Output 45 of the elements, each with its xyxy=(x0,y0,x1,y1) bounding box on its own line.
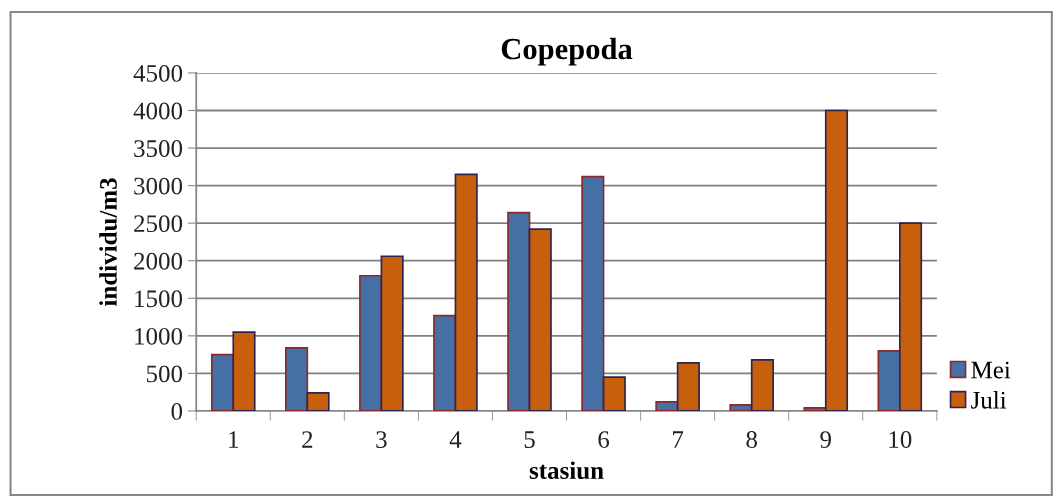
y-axis-title: individu/m3 xyxy=(99,178,117,306)
bar xyxy=(581,175,605,411)
x-tick-label: 4 xyxy=(449,431,462,448)
y-tick-label: 2000 xyxy=(134,252,183,270)
legend-label: Juli xyxy=(971,391,1007,409)
bar xyxy=(433,314,457,411)
bar xyxy=(898,222,923,411)
y-tick-label: 1000 xyxy=(135,327,183,345)
bar xyxy=(306,392,330,411)
x-tick-label: 6 xyxy=(598,431,610,448)
bar xyxy=(359,274,383,411)
y-tick-label: 4000 xyxy=(133,102,183,120)
bar xyxy=(803,407,827,411)
bar xyxy=(454,173,478,411)
x-tick-label: 1 xyxy=(229,431,239,448)
y-tick-label: 0 xyxy=(171,403,183,420)
x-tick-label: 2 xyxy=(302,431,313,448)
x-tick-label: 10 xyxy=(889,431,912,448)
bar xyxy=(655,401,679,411)
y-tick-label: 2500 xyxy=(134,215,183,233)
bar xyxy=(824,109,849,411)
y-tick-label: 1500 xyxy=(135,290,183,308)
x-tick-label: 7 xyxy=(673,431,684,448)
bar xyxy=(528,228,552,411)
bar xyxy=(750,359,775,411)
chart-title: Copepoda xyxy=(501,37,633,66)
y-tick-label: 500 xyxy=(146,365,183,383)
x-axis-title: stasiun xyxy=(529,461,604,480)
x-tick-label: 9 xyxy=(820,431,831,448)
x-tick-label: 3 xyxy=(376,431,387,448)
x-tick-label: 5 xyxy=(524,431,535,448)
bar xyxy=(676,362,700,411)
bar xyxy=(210,353,235,411)
bar xyxy=(232,331,256,411)
bar xyxy=(729,404,753,411)
bar xyxy=(285,347,309,411)
y-tick-label: 4500 xyxy=(133,64,183,82)
legend-label: Mei xyxy=(971,361,1011,379)
bar xyxy=(380,255,404,411)
bar xyxy=(507,211,531,411)
y-tick-label: 3000 xyxy=(134,177,183,195)
bar xyxy=(602,376,626,411)
x-tick-label: 8 xyxy=(746,431,757,448)
y-tick-label: 3500 xyxy=(134,140,183,157)
bar xyxy=(877,350,901,411)
